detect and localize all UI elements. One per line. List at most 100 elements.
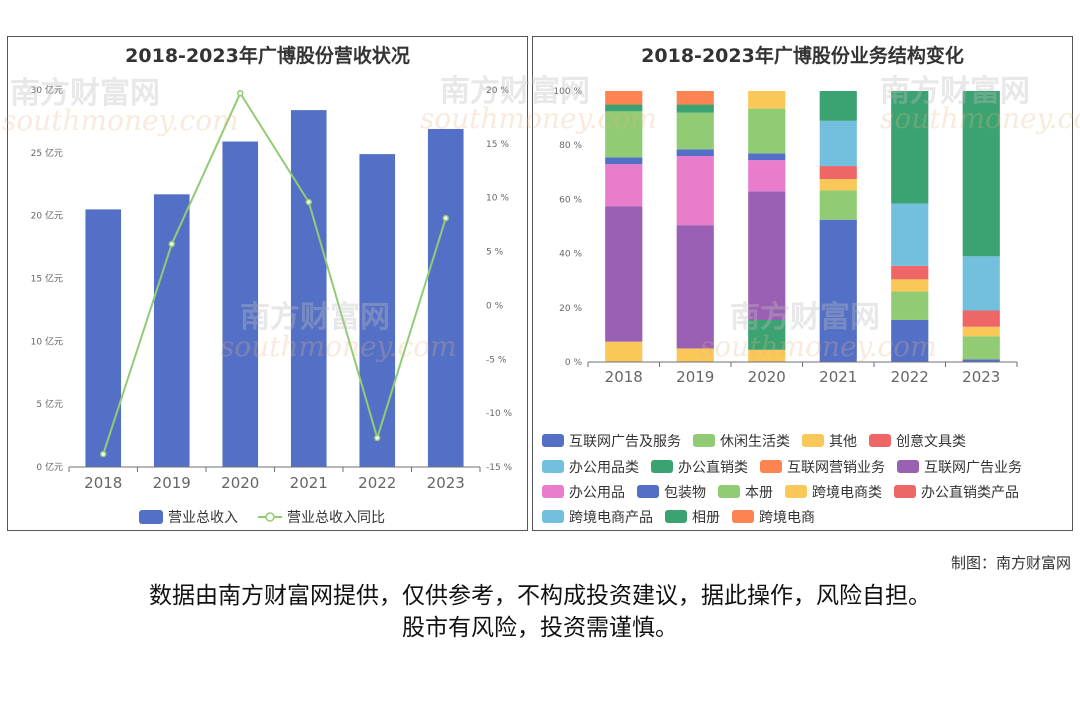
stacked-bar-segment (676, 225, 714, 349)
y-right-tick-label: 20 % (486, 86, 509, 96)
legend-swatch (542, 434, 564, 447)
revenue-bar (222, 141, 259, 468)
revenue-bar (359, 154, 396, 467)
y-tick-label: 20 % (559, 304, 582, 314)
legend-label: 其他 (829, 434, 857, 450)
legend-label: 办公用品 (569, 485, 625, 501)
legend-label: 跨境电商 (759, 510, 815, 526)
y-tick-label: 40 % (559, 250, 582, 260)
stacked-bar-segment (748, 108, 786, 154)
stacked-bar-segment (605, 157, 643, 165)
legend-label: 办公直销类 (678, 459, 748, 476)
stacked-bar-segment (605, 341, 643, 362)
disclaimer: 数据由南方财富网提供，仅供参考，不构成投资建议，据此操作，风险自担。 股市有风险… (0, 580, 1080, 644)
x-tick-label: 2019 (676, 368, 714, 386)
stacked-bar-segment (819, 179, 857, 191)
stacked-bar-segment (676, 91, 714, 105)
stacked-bar-segment (891, 291, 929, 320)
legend-swatch (542, 485, 564, 498)
revenue-chart-title: 2018-2023年广博股份营收状况 (125, 45, 410, 67)
y-tick-label: 0 % (565, 358, 583, 368)
legend-yoy-label: 营业总收入同比 (287, 510, 385, 526)
x-tick-label: 2018 (605, 368, 643, 386)
legend-label: 休闲生活类 (720, 434, 790, 450)
y-tick-label: 100 % (553, 87, 582, 97)
legend-revenue-swatch (139, 510, 163, 524)
y-left-tick-label: 15 亿元 (31, 273, 63, 285)
x-tick-label: 2021 (290, 474, 328, 492)
stacked-bar-segment (891, 91, 929, 204)
yoy-point (442, 214, 449, 222)
structure-chart-title: 2018-2023年广博股份业务结构变化 (641, 45, 964, 67)
y-left-tick-label: 20 亿元 (31, 210, 63, 222)
stacked-bar-segment (748, 91, 786, 109)
y-left-tick-label: 30 亿元 (31, 84, 63, 96)
legend-label: 办公直销类产品 (921, 484, 1019, 501)
stacked-bar-segment (819, 190, 857, 220)
stacked-bar-segment (819, 120, 857, 167)
stacked-bar-segment (891, 265, 929, 280)
stacked-bar-segment (676, 156, 714, 226)
yoy-line (102, 91, 447, 455)
stacked-bar-segment (891, 319, 929, 362)
x-tick-label: 2020 (221, 474, 259, 492)
y-right-tick-label: -10 % (486, 409, 513, 419)
stacked-bar-segment (962, 326, 1000, 337)
x-tick-label: 2022 (358, 474, 396, 492)
stacked-bar-segment (819, 219, 857, 362)
revenue-chart-panel: 2018-2023年广博股份营收状况 0 亿元 5 亿元 10 亿元 15 亿元 20 … (7, 36, 528, 531)
y-right-tick-label: 0 % (486, 301, 504, 311)
stacked-bar-segment (819, 91, 857, 121)
y-tick-label: 80 % (559, 141, 582, 151)
legend-swatch (693, 434, 715, 447)
stacked-bar-segment (676, 149, 714, 157)
y-right-tick-label: 10 % (486, 194, 509, 204)
legend-swatch (718, 485, 740, 498)
y-tick-label: 60 % (559, 195, 582, 205)
y-left-tick-label: 0 亿元 (36, 461, 63, 473)
legend-swatch (651, 460, 673, 473)
x-tick-label: 2021 (819, 368, 857, 386)
yoy-point (100, 450, 107, 458)
legend-label: 互联网营销业务 (787, 460, 885, 476)
legend-swatch (802, 434, 824, 447)
y-left-tick-label: 25 亿元 (31, 147, 63, 159)
stacked-bar-segment (748, 191, 786, 320)
legend-label: 跨境电商产品 (569, 510, 653, 526)
revenue-bar (153, 194, 190, 467)
x-tick-label: 2023 (427, 474, 465, 492)
legend-swatch (869, 434, 891, 447)
stacked-bar-segment (605, 104, 643, 112)
legend-label: 本册 (745, 485, 773, 501)
stacked-bar-segment (605, 164, 643, 207)
stacked-bar-segment (605, 111, 643, 158)
legend-swatch (785, 485, 807, 498)
legend-swatch (897, 460, 919, 473)
structure-chart-panel: 2018-2023年广博股份业务结构变化 0 % 20 % 40 % 60 % 80 %… (532, 36, 1073, 531)
stacked-bar-segment (748, 319, 786, 350)
stacked-bar-segment (605, 91, 643, 105)
legend-swatch (542, 510, 564, 523)
y-left-tick-label: 10 亿元 (31, 335, 63, 347)
legend-label: 互联网广告及服务 (569, 434, 681, 450)
legend-swatch (732, 510, 754, 523)
disclaimer-line-1: 数据由南方财富网提供，仅供参考，不构成投资建议，据此操作，风险自担。 (149, 583, 931, 609)
structure-chart-svg: 0 % 20 % 40 % 60 % 80 % 100 % 2018 2019 2020 2021… (542, 87, 1022, 526)
legend-revenue-label: 营业总收入 (168, 510, 238, 526)
stacked-bar-segment (891, 203, 929, 266)
revenue-bar (290, 110, 327, 468)
legend-swatch (637, 485, 659, 498)
yoy-point (168, 240, 175, 248)
stacked-bar-segment (891, 279, 929, 292)
stacked-bar-segment (676, 104, 714, 113)
legend-label: 互联网广告业务 (924, 460, 1022, 476)
revenue-chart-svg: 0 亿元 5 亿元 10 亿元 15 亿元 20 亿元 25 亿元 30 亿元 -15 % -1… (31, 84, 513, 526)
stacked-bar-segment (676, 348, 714, 362)
stacked-bar-segment (962, 336, 1000, 360)
stacked-bar-segment (962, 359, 1000, 362)
y-right-tick-label: 15 % (486, 140, 509, 150)
x-tick-label: 2020 (748, 368, 786, 386)
y-right-tick-label: -5 % (486, 355, 507, 365)
stacked-bar-segment (676, 112, 714, 150)
stacked-bar-segment (748, 349, 786, 362)
